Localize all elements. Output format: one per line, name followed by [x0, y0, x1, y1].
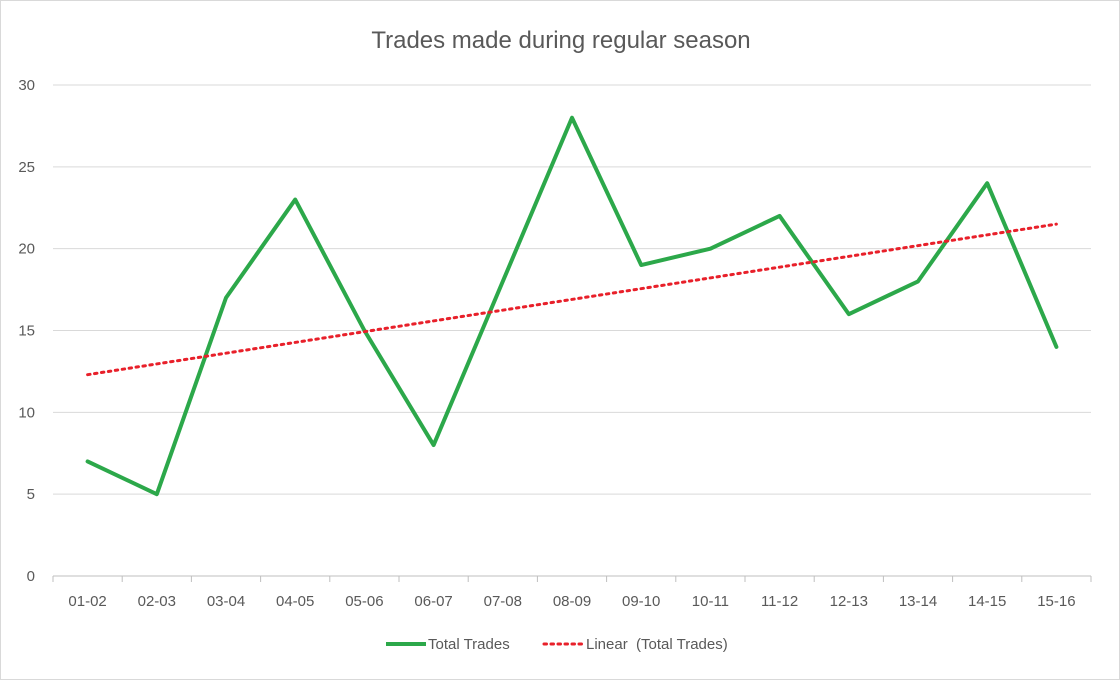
x-tick-label: 08-09: [553, 593, 591, 610]
legend-label: Total Trades: [428, 636, 510, 653]
x-tick-label: 01-02: [68, 593, 106, 610]
x-tick-label: 11-12: [761, 593, 798, 610]
total-trades-series-line: [85, 115, 1059, 497]
x-tick-label: 05-06: [345, 593, 383, 610]
chart-title: Trades made during regular season: [371, 27, 750, 54]
y-tick-label: 15: [18, 323, 35, 340]
x-tick-label: 06-07: [414, 593, 452, 610]
y-axis-ticks: 0 5 10 15 20 25 30: [18, 77, 35, 585]
series-lines: [85, 115, 1059, 497]
y-tick-label: 25: [18, 159, 35, 176]
legend-label: Linear (Total Trades): [586, 636, 728, 653]
x-tick-label: 13-14: [899, 593, 937, 610]
x-tick-label: 14-15: [968, 593, 1006, 610]
x-tick-label: 03-04: [207, 593, 245, 610]
y-tick-label: 5: [27, 486, 35, 503]
x-tick-label: 02-03: [138, 593, 176, 610]
x-axis-ticks: 01-02 02-03 03-04 04-05 05-06 06-07 07-08 08-09…: [68, 593, 1075, 610]
y-tick-label: 20: [18, 241, 35, 258]
y-tick-label: 30: [18, 77, 35, 94]
x-tick-label: 10-11: [692, 593, 729, 610]
trendline-series-line: [86, 222, 1058, 377]
x-tick-label: 09-10: [622, 593, 660, 610]
gridlines: [53, 84, 1091, 495]
x-tick-label: 04-05: [276, 593, 314, 610]
y-tick-label: 10: [18, 404, 35, 421]
x-axis: [52, 575, 1092, 582]
x-tick-label: 07-08: [484, 593, 522, 610]
x-tick-label: 12-13: [830, 593, 868, 610]
x-tick-label: 15-16: [1037, 593, 1075, 610]
legend: Total Trades Linear (Total Trades): [386, 636, 728, 653]
y-tick-label: 0: [27, 568, 35, 585]
